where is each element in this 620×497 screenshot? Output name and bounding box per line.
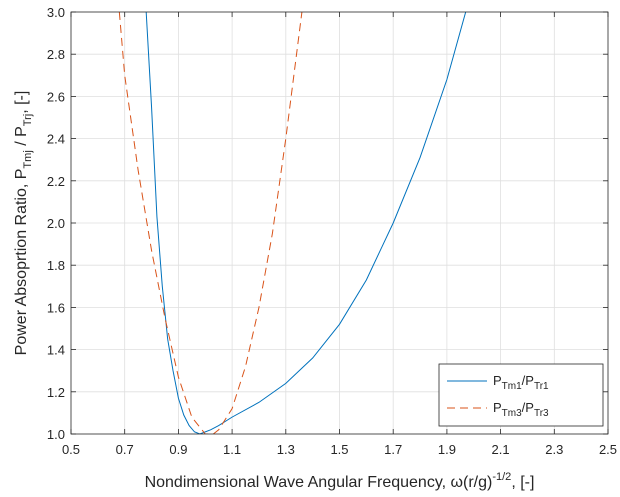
x-tick-label: 1.9: [438, 442, 456, 457]
x-tick-label: 1.3: [277, 442, 295, 457]
y-tick-label: 2.8: [47, 47, 65, 62]
x-axis-label: Nondimensional Wave Angular Frequency, ω…: [145, 471, 535, 491]
legend: PTm1/PTr1 PTm3/PTr3: [439, 364, 603, 426]
y-tick-label: 1.0: [47, 427, 65, 442]
x-tick-label: 0.9: [169, 442, 187, 457]
y-tick-label: 2.4: [47, 132, 65, 147]
y-tick-label: 1.8: [47, 258, 65, 273]
y-tick-label: 1.4: [47, 343, 65, 358]
x-tick-label: 1.1: [223, 442, 241, 457]
x-tick-label: 2.3: [545, 442, 563, 457]
x-tick-label: 2.5: [599, 442, 617, 457]
y-tick-label: 1.2: [47, 385, 65, 400]
x-tick-label: 1.7: [384, 442, 402, 457]
y-tick-label: 2.2: [47, 174, 65, 189]
x-tick-label: 0.7: [116, 442, 134, 457]
x-tick-label: 0.5: [62, 442, 80, 457]
y-tick-label: 2.0: [47, 216, 65, 231]
y-tick-label: 1.6: [47, 300, 65, 315]
y-tick-label: 3.0: [47, 5, 65, 20]
y-tick-label: 2.6: [47, 89, 65, 104]
x-tick-label: 1.5: [330, 442, 348, 457]
x-tick-label: 2.1: [492, 442, 510, 457]
